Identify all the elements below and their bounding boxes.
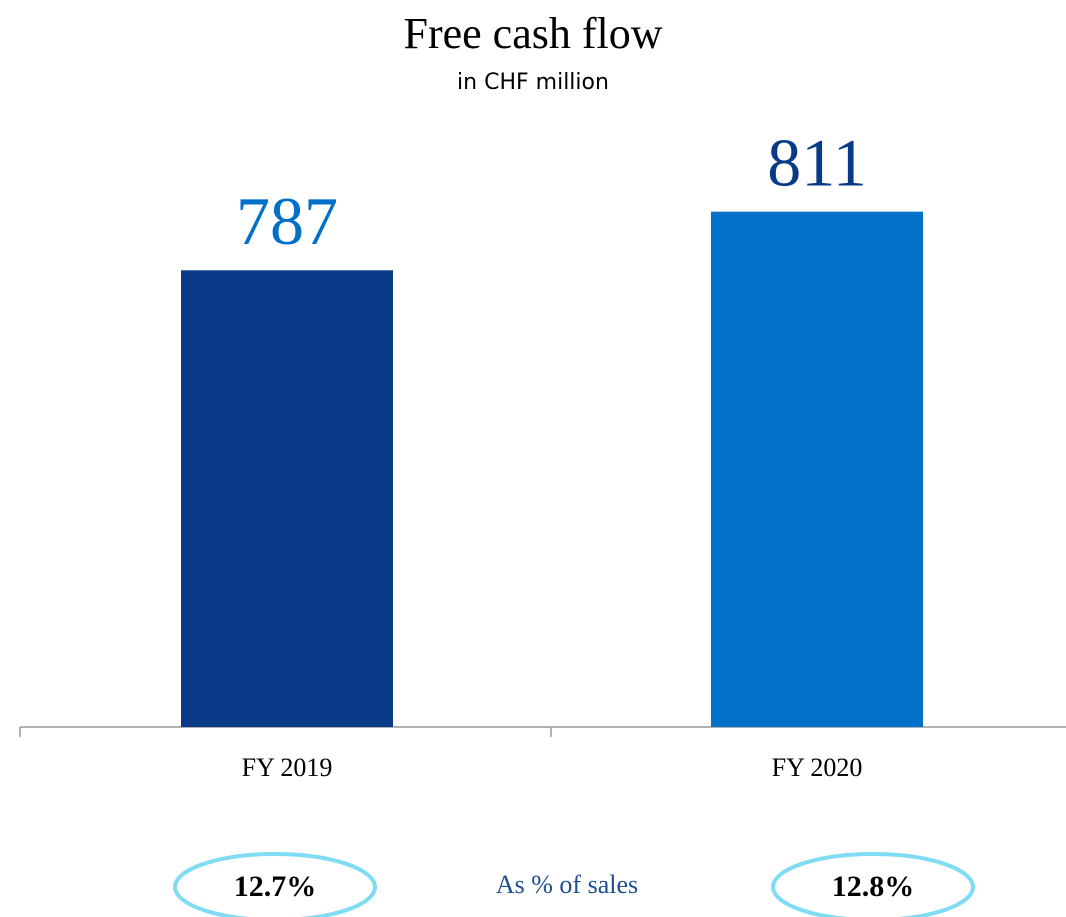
chart-title: Free cash flow [403, 9, 662, 58]
percent-ellipse [771, 852, 975, 917]
data-label: 811 [767, 124, 866, 200]
percent-label: 12.7% [234, 870, 317, 903]
percent-label: 12.8% [832, 870, 915, 903]
bar [181, 270, 393, 727]
bar [711, 211, 923, 727]
chart-subtitle: in CHF million [457, 70, 609, 95]
percent-ellipse [173, 852, 377, 917]
annotation-label: As % of sales [496, 870, 638, 899]
x-tick-label: FY 2020 [772, 753, 863, 782]
x-tick-label: FY 2019 [242, 753, 333, 782]
data-label: 787 [236, 183, 338, 259]
